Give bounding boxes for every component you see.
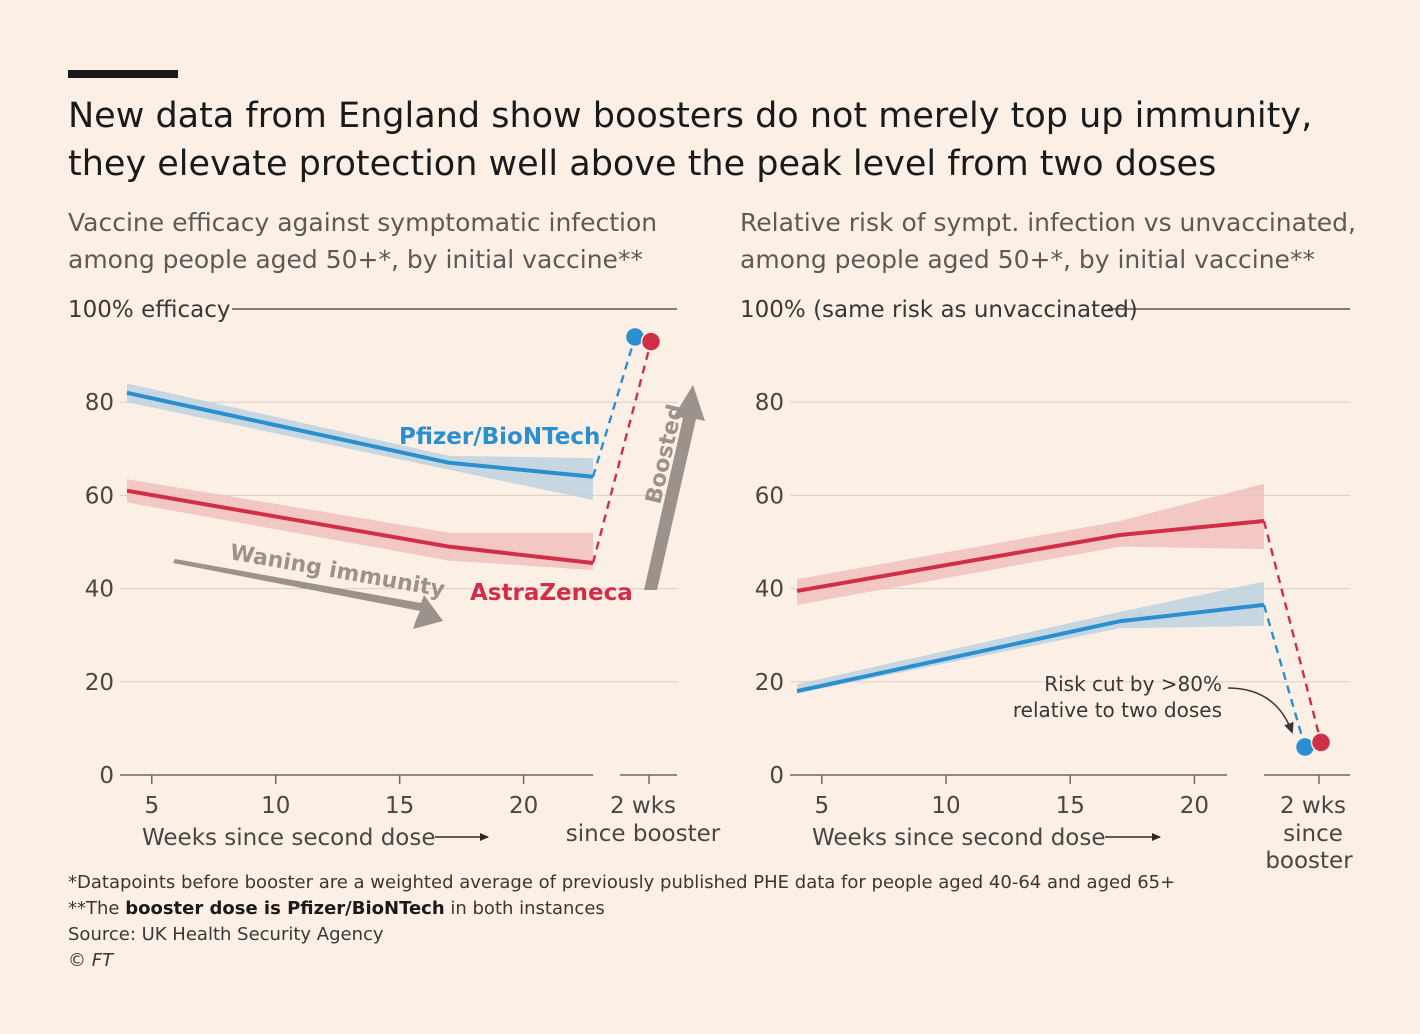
series-label-astrazeneca: AstraZeneca [470, 580, 633, 606]
x-tick-label: 20 [1180, 793, 1209, 819]
copyright: © FT [68, 950, 114, 971]
y-tick-label: 60 [85, 483, 114, 509]
confidence-band-astrazeneca [797, 483, 1264, 605]
chart-subtitle-line-2: among people aged 50+*, by initial vacci… [740, 245, 1315, 274]
booster-point-astrazeneca [640, 331, 662, 352]
x-tick-booster-line-2: since [1283, 821, 1343, 847]
boosted-arrow [644, 385, 705, 590]
x-tick-label: 15 [385, 793, 414, 819]
footnote-1: *Datapoints before booster are a weighte… [68, 872, 1176, 893]
chart-subtitle-line-1: Vaccine efficacy against symptomatic inf… [68, 208, 657, 237]
chart-subtitle-line-1: Relative risk of sympt. infection vs unv… [740, 208, 1356, 237]
chart-subtitle-line-2: among people aged 50+*, by initial vacci… [68, 245, 643, 274]
top-gridline-label: 100% efficacy [68, 297, 230, 323]
chart-panel-2: Relative risk of sympt. infection vs unv… [740, 208, 1356, 874]
headline-line-2: they elevate protection well above the p… [68, 144, 1217, 184]
risk-annotation-arrow [1227, 687, 1294, 734]
waning-arrow [173, 559, 443, 629]
footnote-2: **The booster dose is Pfizer/BioNTech in… [68, 896, 1175, 922]
headline: New data from England show boosters do n… [68, 92, 1368, 188]
x-tick-label: 10 [261, 793, 290, 819]
confidence-band-astrazeneca [127, 479, 593, 570]
x-tick-booster-line-2: since booster [566, 821, 721, 847]
footnote-2-suffix: in both instances [444, 898, 605, 919]
x-tick-label: 5 [815, 793, 830, 819]
footnote-2-prefix: **The [68, 898, 126, 919]
y-tick-label: 60 [755, 483, 784, 509]
booster-connector-astrazeneca [591, 341, 653, 564]
risk-annotation-line-2: relative to two doses [1013, 698, 1222, 722]
top-rule [68, 70, 178, 78]
y-tick-label: 80 [755, 390, 784, 416]
y-tick-label: 20 [755, 670, 784, 696]
x-tick-label: 5 [144, 793, 159, 819]
y-tick-label: 0 [769, 763, 784, 789]
footnote-2-bold: booster dose is Pfizer/BioNTech [125, 898, 445, 919]
x-tick-booster-line-1: 2 wks [610, 793, 676, 819]
y-tick-label: 80 [85, 390, 114, 416]
top-gridline-label: 100% (same risk as unvaccinated) [740, 297, 1138, 323]
y-tick-label: 0 [99, 763, 114, 789]
booster-connector-pfizer [591, 336, 637, 478]
headline-line-1: New data from England show boosters do n… [68, 96, 1313, 136]
booster-connector-astrazeneca [1262, 520, 1323, 743]
booster-connector-pfizer [1262, 604, 1307, 748]
source-note: Source: UK Health Security Agency [68, 924, 384, 945]
series-line-astrazeneca [796, 519, 1265, 593]
x-tick-booster-line-1: 2 wks [1280, 793, 1346, 819]
x-axis-label: Weeks since second dose [142, 825, 436, 851]
series-line-pfizer [796, 602, 1265, 694]
booster-point-astrazeneca [1310, 732, 1332, 753]
series-label-pfizer: Pfizer/BioNTech [399, 424, 600, 450]
x-tick-label: 20 [509, 793, 538, 819]
risk-annotation-line-1: Risk cut by >80% [1044, 672, 1222, 696]
x-tick-label: 15 [1056, 793, 1085, 819]
x-axis-label: Weeks since second dose [812, 825, 1106, 851]
y-tick-label: 20 [85, 670, 114, 696]
footer: *Datapoints before booster are a weighte… [68, 870, 1175, 974]
series-line-astrazeneca [126, 488, 594, 565]
chart-panel-1: Vaccine efficacy against symptomatic inf… [68, 208, 721, 851]
y-tick-label: 40 [85, 577, 114, 603]
x-tick-booster-line-3: booster [1265, 848, 1353, 874]
y-tick-label: 40 [755, 577, 784, 603]
series-line-pfizer [126, 390, 594, 479]
x-tick-label: 10 [931, 793, 960, 819]
